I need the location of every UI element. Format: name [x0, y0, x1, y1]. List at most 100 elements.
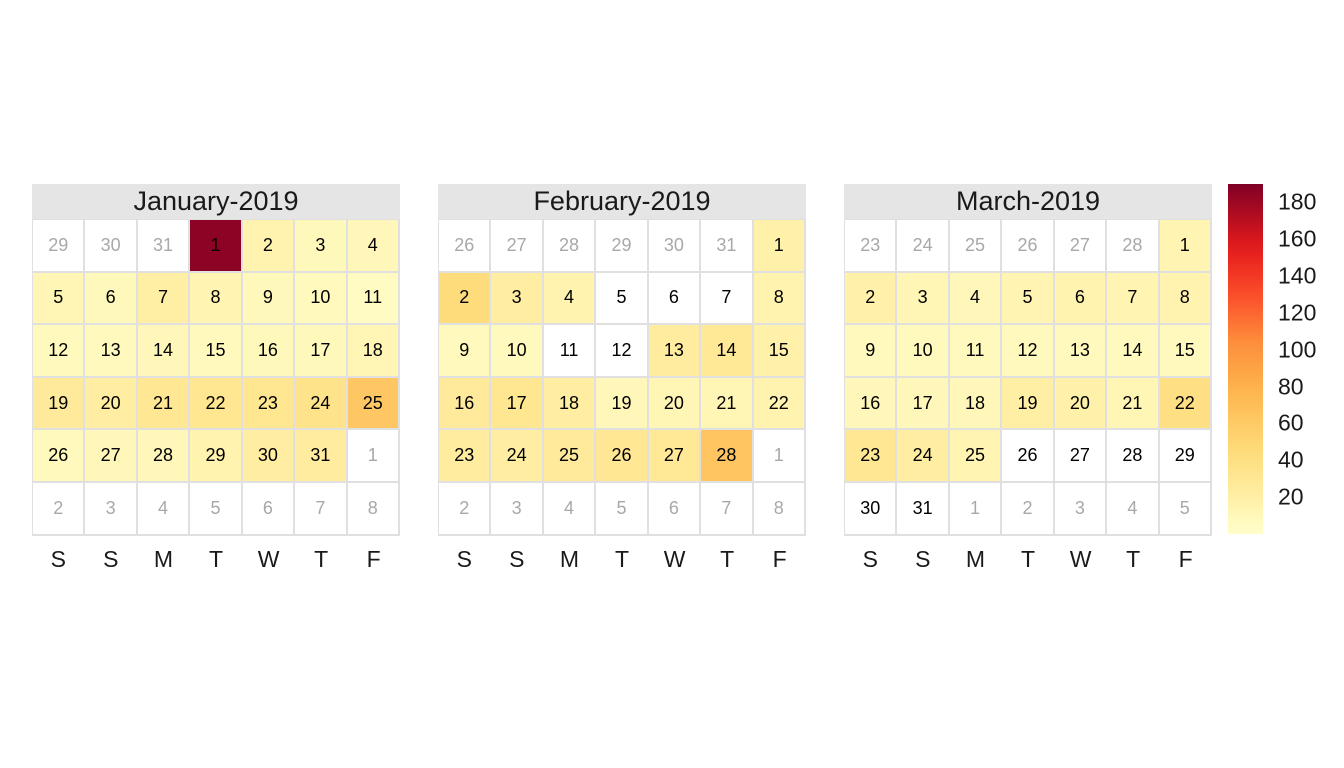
legend-tick — [1263, 460, 1269, 462]
weekday-label: T — [1126, 545, 1141, 572]
day-cell: 23 — [439, 430, 492, 483]
legend-tick-label: 180 — [1278, 188, 1317, 215]
legend-tick-label: 80 — [1278, 373, 1304, 400]
day-cell: 6 — [648, 272, 702, 326]
legend-tick-label: 140 — [1278, 262, 1317, 289]
day-cell-outside-month: 3 — [1054, 482, 1108, 536]
day-cell: 24 — [295, 377, 348, 431]
day-cell-outside-month: 28 — [543, 220, 597, 273]
day-cell: 2 — [845, 272, 898, 326]
day-cell: 9 — [439, 325, 492, 378]
day-cell: 2 — [242, 220, 296, 273]
day-cell: 7 — [1107, 272, 1160, 326]
day-cell: 14 — [1107, 325, 1160, 378]
day-cell: 16 — [845, 377, 898, 431]
day-cell: 17 — [897, 377, 950, 431]
day-cell: 31 — [295, 430, 348, 483]
weekday-label: M — [965, 545, 985, 572]
day-cell: 20 — [648, 377, 702, 431]
day-cell-outside-month: 31 — [137, 220, 191, 273]
weekday-label: M — [153, 545, 173, 572]
day-cell-outside-month: 28 — [1107, 220, 1160, 273]
legend-tick-label: 100 — [1278, 336, 1317, 363]
day-cell: 21 — [137, 377, 191, 431]
day-cell-outside-month: 1 — [949, 482, 1003, 536]
day-cell-outside-month: 7 — [701, 482, 754, 536]
day-cell: 20 — [85, 377, 138, 431]
day-cell: 15 — [753, 325, 806, 378]
day-cell-outside-month: 3 — [85, 482, 138, 536]
day-cell-outside-month: 6 — [648, 482, 702, 536]
day-cell-outside-month: 1 — [753, 430, 806, 483]
day-cell-outside-month: 2 — [33, 482, 86, 536]
legend-tick — [1263, 386, 1269, 388]
day-cell: 30 — [242, 430, 296, 483]
day-cell: 8 — [1159, 272, 1212, 326]
day-cell: 27 — [1054, 430, 1108, 483]
weekday-label: S — [915, 545, 931, 572]
calendar-panel-january: January-2019 29 30 31 1 2 3 4 5 6 7 8 9 10 11 12 13 14 15… — [32, 184, 400, 573]
day-cell: 5 — [596, 272, 649, 326]
day-cell: 28 — [137, 430, 191, 483]
day-cell-outside-month: 4 — [137, 482, 191, 536]
day-cell: 22 — [190, 377, 243, 431]
weekday-label: T — [1020, 545, 1036, 572]
day-cell: 9 — [845, 325, 898, 378]
legend-tick — [1263, 239, 1269, 241]
day-cell: 10 — [897, 325, 950, 378]
day-cell: 19 — [33, 377, 86, 431]
weekday-label: S — [50, 545, 66, 572]
weekday-label: T — [720, 545, 735, 572]
day-cell-outside-month: 27 — [491, 220, 544, 273]
day-cell: 1 — [190, 220, 243, 273]
day-cell: 19 — [1002, 377, 1055, 431]
day-cell: 21 — [701, 377, 754, 431]
day-cell: 26 — [596, 430, 649, 483]
day-cell: 22 — [1159, 377, 1212, 431]
day-cell: 16 — [242, 325, 296, 378]
day-cell: 23 — [845, 430, 898, 483]
day-cell-outside-month: 26 — [439, 220, 492, 273]
day-cell: 28 — [701, 430, 754, 483]
day-cell: 1 — [753, 220, 806, 273]
weekday-label: T — [614, 545, 630, 572]
calendar-panel-february: February-2019 26 27 28 29 30 31 1 2 3 4 5 6 7 8 9 10 11 1… — [438, 184, 806, 573]
day-cell: 6 — [85, 272, 138, 326]
legend-tick-label: 160 — [1278, 225, 1317, 252]
day-cell: 27 — [85, 430, 138, 483]
weekday-label: M — [559, 545, 579, 572]
day-cell-outside-month: 29 — [596, 220, 649, 273]
day-cell: 16 — [439, 377, 492, 431]
day-cell: 15 — [1159, 325, 1212, 378]
day-cell: 1 — [1159, 220, 1212, 273]
day-cell-outside-month: 7 — [295, 482, 348, 536]
day-cell: 23 — [242, 377, 296, 431]
day-cell: 3 — [491, 272, 544, 326]
month-title: March-2019 — [844, 184, 1212, 219]
day-cell-outside-month: 27 — [1054, 220, 1108, 273]
day-cell: 9 — [242, 272, 296, 326]
day-cell: 20 — [1054, 377, 1108, 431]
month-title: January-2019 — [32, 184, 400, 219]
day-cell-outside-month: 26 — [1002, 220, 1055, 273]
day-cell: 7 — [137, 272, 191, 326]
weekday-label: S — [509, 545, 525, 572]
day-cell: 2 — [439, 272, 492, 326]
day-cell: 22 — [753, 377, 806, 431]
legend-tick-label: 120 — [1278, 299, 1317, 326]
legend-tick-label: 60 — [1278, 409, 1304, 436]
day-cell: 8 — [190, 272, 243, 326]
legend-tick — [1263, 423, 1269, 425]
day-cell-outside-month: 4 — [1107, 482, 1160, 536]
day-cell: 12 — [33, 325, 86, 378]
day-cell-outside-month: 25 — [949, 220, 1003, 273]
weekday-label: F — [366, 545, 381, 572]
day-cell-outside-month: 29 — [33, 220, 86, 273]
weekday-label: F — [772, 545, 787, 572]
day-cell: 7 — [701, 272, 754, 326]
day-cell: 8 — [753, 272, 806, 326]
day-cell: 18 — [543, 377, 597, 431]
weekday-label: W — [663, 545, 686, 572]
